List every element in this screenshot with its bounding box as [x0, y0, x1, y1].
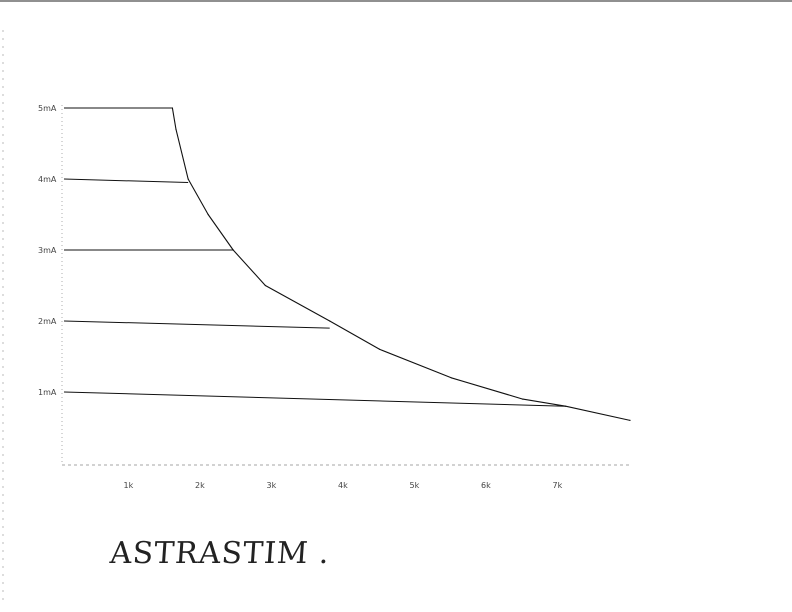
curve-point	[232, 249, 234, 251]
x-tick-label: 2k	[195, 481, 205, 490]
y-tick-label: 2mA	[38, 317, 57, 326]
x-tick-label: 5k	[410, 481, 420, 490]
curve-point	[379, 348, 381, 350]
curve-point	[565, 405, 567, 407]
curve-point	[175, 128, 177, 130]
curve-point	[264, 284, 266, 287]
curve-point	[171, 107, 173, 109]
curve-point	[522, 398, 524, 400]
level-line	[63, 391, 566, 407]
y-tick-label: 1mA	[38, 388, 57, 397]
x-tick-label: 4k	[338, 481, 348, 490]
y-tick-label: 5mA	[38, 104, 57, 113]
x-tick-label: 6k	[481, 481, 491, 490]
curve-point	[187, 178, 189, 180]
x-tick-label: 7k	[553, 481, 563, 490]
level-line	[63, 320, 330, 329]
x-tick-label: 3k	[267, 481, 277, 490]
level-line	[63, 178, 189, 184]
y-tick-label: 4mA	[38, 175, 57, 184]
curve-point	[450, 377, 452, 379]
x-tick-label: 1k	[124, 481, 134, 490]
curve-line	[171, 107, 631, 421]
signature: ASTRASTIM .	[108, 536, 331, 571]
y-tick-label: 3mA	[38, 246, 57, 255]
curve-point	[207, 213, 209, 216]
curve-point	[629, 419, 631, 421]
curve-point	[329, 320, 331, 322]
